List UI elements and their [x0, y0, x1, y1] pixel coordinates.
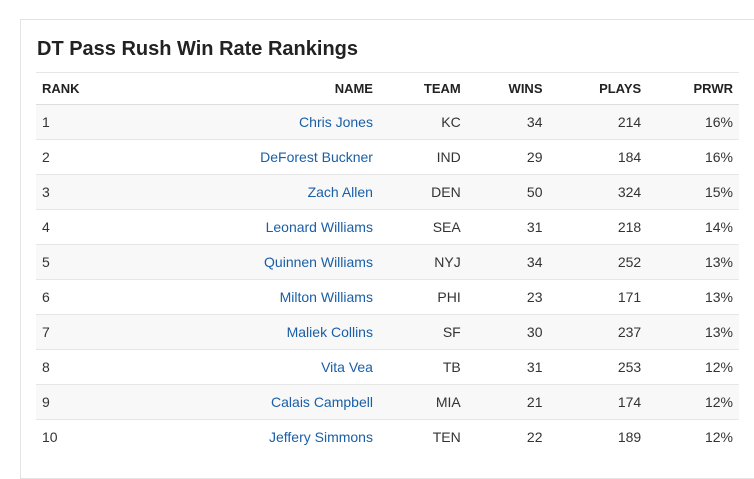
plays-cell: 324: [548, 174, 648, 210]
rank-cell: 10: [36, 419, 88, 454]
wins-cell: 23: [466, 279, 549, 315]
name-cell: Quinnen Williams: [87, 244, 379, 280]
table-body: 1 Chris Jones KC 34 214 16% 2 DeForest B…: [36, 104, 739, 454]
rank-cell: 8: [36, 349, 88, 385]
rank-cell: 7: [36, 314, 88, 350]
plays-cell: 174: [548, 384, 648, 420]
team-cell: IND: [378, 139, 467, 175]
table-row: 10 Jeffery Simmons TEN 22 189 12%: [36, 419, 739, 454]
name-cell: Maliek Collins: [87, 314, 379, 350]
team-cell: KC: [378, 104, 467, 140]
player-link[interactable]: Quinnen Williams: [264, 254, 373, 270]
wins-cell: 29: [466, 139, 549, 175]
table-row: 7 Maliek Collins SF 30 237 13%: [36, 314, 739, 350]
table-row: 9 Calais Campbell MIA 21 174 12%: [36, 384, 739, 420]
plays-cell: 189: [548, 419, 648, 454]
player-link[interactable]: Calais Campbell: [271, 394, 373, 410]
column-header-rank[interactable]: RANK: [36, 72, 88, 105]
team-cell: TEN: [378, 419, 467, 454]
rank-cell: 1: [36, 104, 88, 140]
player-link[interactable]: Milton Williams: [279, 289, 373, 305]
wins-cell: 34: [466, 104, 549, 140]
wins-cell: 31: [466, 349, 549, 385]
wins-cell: 50: [466, 174, 549, 210]
wins-cell: 34: [466, 244, 549, 280]
wins-cell: 21: [466, 384, 549, 420]
table-row: 8 Vita Vea TB 31 253 12%: [36, 349, 739, 385]
plays-cell: 218: [548, 209, 648, 245]
player-link[interactable]: DeForest Buckner: [260, 149, 373, 165]
rank-cell: 3: [36, 174, 88, 210]
name-cell: Jeffery Simmons: [87, 419, 379, 454]
name-cell: Calais Campbell: [87, 384, 379, 420]
prwr-cell: 16%: [647, 139, 739, 175]
name-cell: DeForest Buckner: [87, 139, 379, 175]
team-cell: NYJ: [378, 244, 467, 280]
prwr-cell: 12%: [647, 349, 739, 385]
table-row: 2 DeForest Buckner IND 29 184 16%: [36, 139, 739, 175]
table-row: 5 Quinnen Williams NYJ 34 252 13%: [36, 244, 739, 280]
column-header-plays[interactable]: PLAYS: [548, 72, 648, 105]
page-title: DT Pass Rush Win Rate Rankings: [37, 38, 358, 60]
wins-cell: 31: [466, 209, 549, 245]
prwr-cell: 13%: [647, 244, 739, 280]
prwr-cell: 14%: [647, 209, 739, 245]
team-cell: SF: [378, 314, 467, 350]
rankings-table: RANK NAME TEAM WINS PLAYS PRWR 1 Chris J…: [36, 72, 739, 454]
player-link[interactable]: Vita Vea: [321, 359, 373, 375]
name-cell: Vita Vea: [87, 349, 379, 385]
column-header-team[interactable]: TEAM: [378, 72, 467, 105]
plays-cell: 237: [548, 314, 648, 350]
prwr-cell: 16%: [647, 104, 739, 140]
player-link[interactable]: Zach Allen: [307, 184, 373, 200]
team-cell: DEN: [378, 174, 467, 210]
wins-cell: 22: [466, 419, 549, 454]
rank-cell: 4: [36, 209, 88, 245]
player-link[interactable]: Jeffery Simmons: [268, 429, 373, 445]
plays-cell: 214: [548, 104, 648, 140]
table-row: 6 Milton Williams PHI 23 171 13%: [36, 279, 739, 315]
plays-cell: 184: [548, 139, 648, 175]
prwr-cell: 13%: [647, 279, 739, 315]
table-row: 1 Chris Jones KC 34 214 16%: [36, 104, 739, 140]
rank-cell: 5: [36, 244, 88, 280]
name-cell: Chris Jones: [87, 104, 379, 140]
plays-cell: 252: [548, 244, 648, 280]
name-cell: Zach Allen: [87, 174, 379, 210]
name-cell: Leonard Williams: [87, 209, 379, 245]
team-cell: SEA: [378, 209, 467, 245]
column-header-prwr[interactable]: PRWR: [647, 72, 739, 105]
team-cell: PHI: [378, 279, 467, 315]
table-header: RANK NAME TEAM WINS PLAYS PRWR: [36, 72, 739, 105]
column-header-name[interactable]: NAME: [87, 72, 379, 105]
prwr-cell: 12%: [647, 384, 739, 420]
player-link[interactable]: Maliek Collins: [286, 324, 373, 340]
prwr-cell: 13%: [647, 314, 739, 350]
table-row: 3 Zach Allen DEN 50 324 15%: [36, 174, 739, 210]
rank-cell: 6: [36, 279, 88, 315]
rank-cell: 2: [36, 139, 88, 175]
player-link[interactable]: Chris Jones: [299, 114, 373, 130]
plays-cell: 171: [548, 279, 648, 315]
rank-cell: 9: [36, 384, 88, 420]
team-cell: TB: [378, 349, 467, 385]
prwr-cell: 12%: [647, 419, 739, 454]
team-cell: MIA: [378, 384, 467, 420]
table-row: 4 Leonard Williams SEA 31 218 14%: [36, 209, 739, 245]
name-cell: Milton Williams: [87, 279, 379, 315]
wins-cell: 30: [466, 314, 549, 350]
plays-cell: 253: [548, 349, 648, 385]
header-row: RANK NAME TEAM WINS PLAYS PRWR: [36, 72, 739, 105]
player-link[interactable]: Leonard Williams: [265, 219, 373, 235]
column-header-wins[interactable]: WINS: [466, 72, 549, 105]
rankings-card: DT Pass Rush Win Rate Rankings RANK NAME…: [20, 19, 754, 479]
prwr-cell: 15%: [647, 174, 739, 210]
